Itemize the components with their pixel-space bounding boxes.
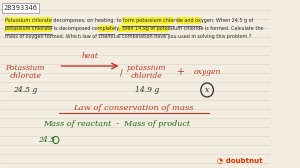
Text: ◔ doubtnut: ◔ doubtnut [217,157,262,163]
Bar [4,16,52,24]
Bar [98,25,114,32]
Bar [118,25,169,32]
Text: Potassium chlorate decomposes, on heating, to form potassium chloride and oxygen: Potassium chlorate decomposes, on heatin… [4,18,253,23]
Bar [4,25,52,32]
Text: Mass of reactant  -  Mass of product: Mass of reactant - Mass of product [44,120,190,128]
Text: /: / [120,69,123,78]
Text: 28393346: 28393346 [4,5,38,11]
Bar [122,16,174,24]
Text: 14.9 g: 14.9 g [135,86,159,94]
Text: mass of oxygen formed. Which law of chemical combination have you used in solvin: mass of oxygen formed. Which law of chem… [4,34,251,39]
Text: Law of conservation of mass: Law of conservation of mass [73,104,194,112]
Text: chloride: chloride [131,72,163,80]
Text: 24.5: 24.5 [38,136,55,144]
Text: heat: heat [82,52,98,60]
Text: chlorate: chlorate [9,72,41,80]
Text: 24.5 g: 24.5 g [13,86,37,94]
Text: +: + [176,67,184,77]
Text: x: x [205,86,209,94]
Text: potassium: potassium [127,64,166,72]
Text: Potassium: Potassium [5,64,45,72]
Text: potassium chlorate is decomposed completely, then 14.9g of potassium chloride is: potassium chlorate is decomposed complet… [4,26,263,31]
Text: oxygen: oxygen [194,68,221,76]
Bar [177,16,201,24]
